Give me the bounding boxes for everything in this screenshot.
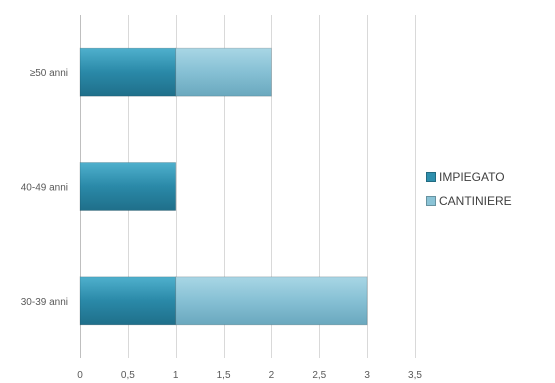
x-tick-label: 1 bbox=[173, 370, 179, 381]
legend-item-impiegato: IMPIEGATO bbox=[426, 168, 512, 186]
x-tick-label: 3,5 bbox=[408, 370, 422, 381]
bar-cantiniere bbox=[175, 47, 272, 97]
category-label: ≥50 anni bbox=[30, 68, 68, 79]
bar-cantiniere bbox=[175, 276, 368, 326]
bar-impiegato bbox=[79, 47, 177, 97]
legend-label-cantiniere: CANTINIERE bbox=[439, 194, 512, 208]
x-tick-label: 2 bbox=[269, 370, 275, 381]
x-tick-label: 0 bbox=[77, 370, 83, 381]
category-labels: ≥50 anni 40-49 anni 30-39 anni bbox=[21, 68, 68, 308]
bar-impiegato bbox=[79, 162, 177, 211]
x-tick-label: 0,5 bbox=[121, 370, 135, 381]
x-tick-label: 1,5 bbox=[217, 370, 231, 381]
legend-label-impiegato: IMPIEGATO bbox=[439, 170, 505, 184]
bars bbox=[79, 47, 368, 326]
x-tick-label: 2,5 bbox=[312, 370, 326, 381]
legend-swatch-impiegato bbox=[426, 172, 436, 182]
x-tick-labels: 0 0,5 1 1,5 2 2,5 3 3,5 bbox=[77, 370, 422, 381]
x-tick-label: 3 bbox=[364, 370, 370, 381]
legend-item-cantiniere: CANTINIERE bbox=[426, 192, 512, 210]
category-label: 40-49 anni bbox=[21, 183, 68, 194]
legend: IMPIEGATO CANTINIERE bbox=[426, 168, 512, 216]
category-label: 30-39 anni bbox=[21, 297, 68, 308]
legend-swatch-cantiniere bbox=[426, 196, 436, 206]
bar-impiegato bbox=[79, 276, 177, 326]
